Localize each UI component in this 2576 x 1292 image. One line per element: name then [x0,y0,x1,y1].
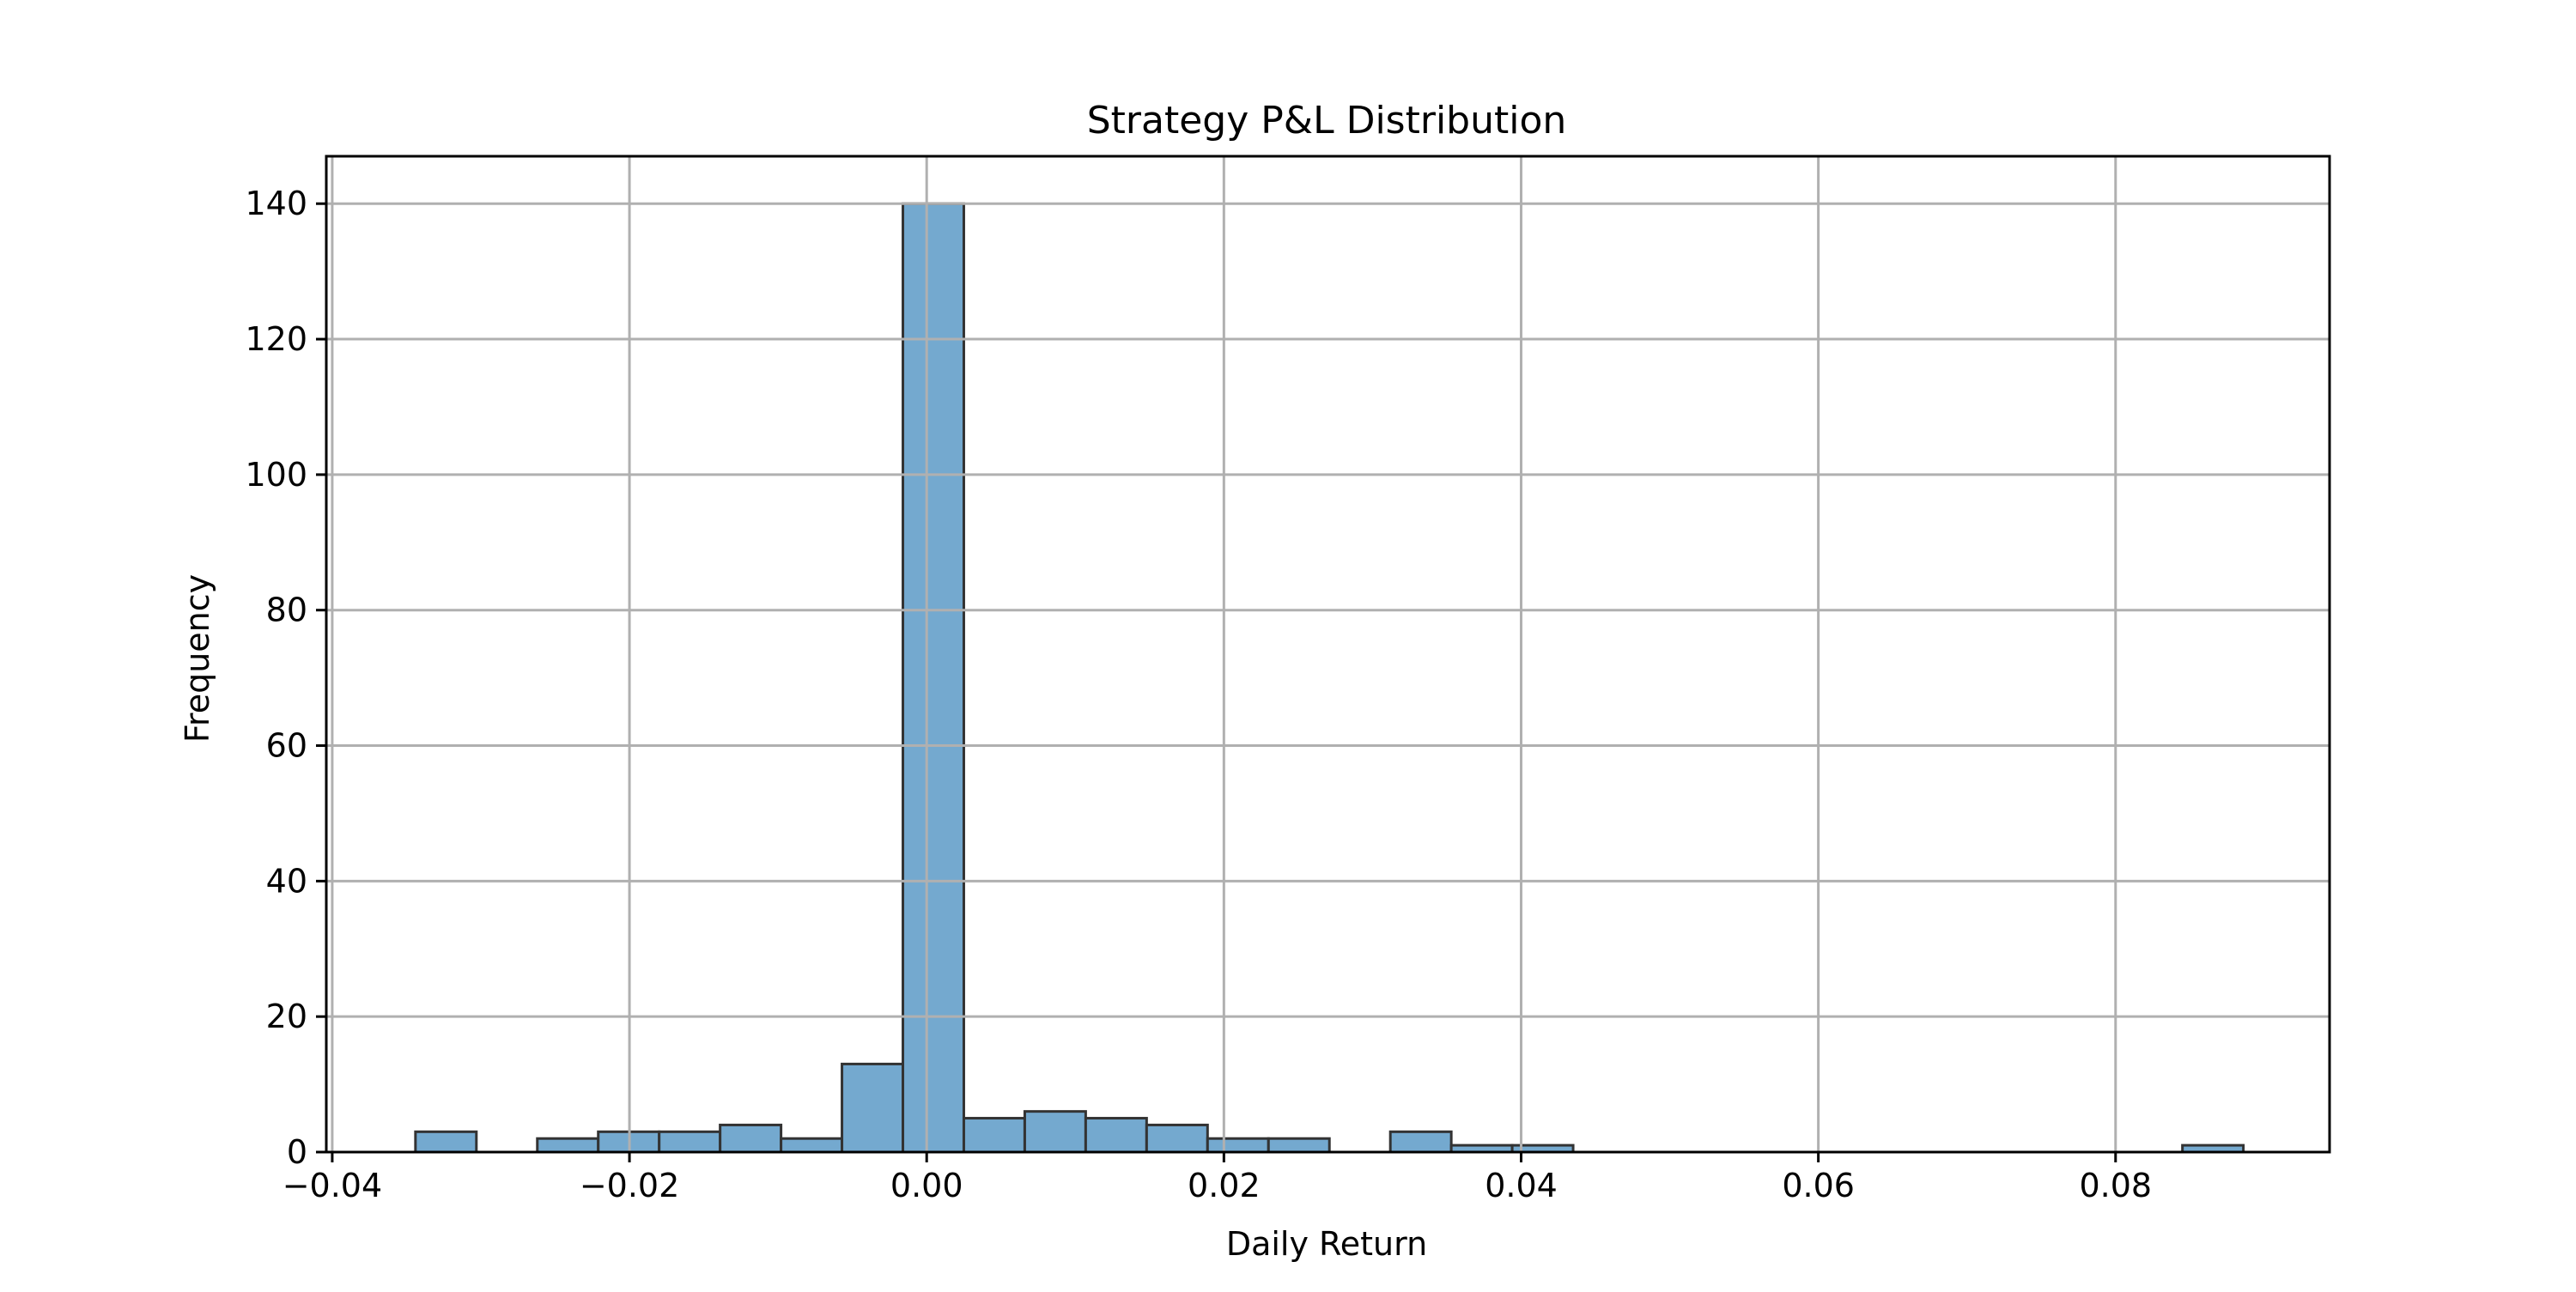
axes-layer: −0.04 −0.02 0.00 0.02 0.04 0.06 0.08 0 20 40 60 80 1… [245,155,2331,1204]
bars-layer [414,202,2245,1154]
histogram-bar [902,202,965,1154]
plot-frame [325,155,2331,1154]
histogram-bar [1145,1123,1209,1154]
histogram-bar [1388,1130,1453,1154]
y-tick-label: 80 [266,591,307,629]
y-tick-label: 20 [266,998,307,1035]
histogram-bar [780,1137,844,1154]
histogram-bar [962,1117,1026,1154]
x-tick-label: −0.04 [283,1167,382,1204]
grid-layer [326,156,2330,1154]
x-tick-label: 0.08 [2079,1167,2152,1204]
histogram-bar [841,1062,905,1154]
x-tick-label: 0.06 [1782,1167,1855,1204]
histogram-bar [1267,1137,1331,1154]
histogram-bar [658,1130,722,1154]
y-axis-label: Frequency [179,574,216,743]
y-tick-label: 60 [266,727,307,765]
x-tick-label: 0.04 [1485,1167,1558,1204]
y-tick-label: 140 [245,185,307,222]
chart-title: Strategy P&L Distribution [1087,99,1567,143]
y-tick-label: 100 [245,456,307,494]
histogram-bar [719,1123,783,1154]
histogram-bar [1084,1117,1148,1154]
x-axis-label: Daily Return [1226,1225,1427,1263]
histogram-bar [414,1130,478,1154]
x-tick-label: −0.02 [580,1167,679,1204]
y-tick-label: 0 [287,1133,307,1171]
histogram-bar [1206,1137,1270,1154]
x-tick-label: 0.02 [1188,1167,1261,1204]
y-tick-label: 120 [245,320,307,358]
histogram-bar [1023,1110,1087,1154]
y-tick-label: 40 [266,862,307,900]
x-tick-label: 0.00 [890,1167,963,1204]
histogram-bar [536,1137,600,1154]
